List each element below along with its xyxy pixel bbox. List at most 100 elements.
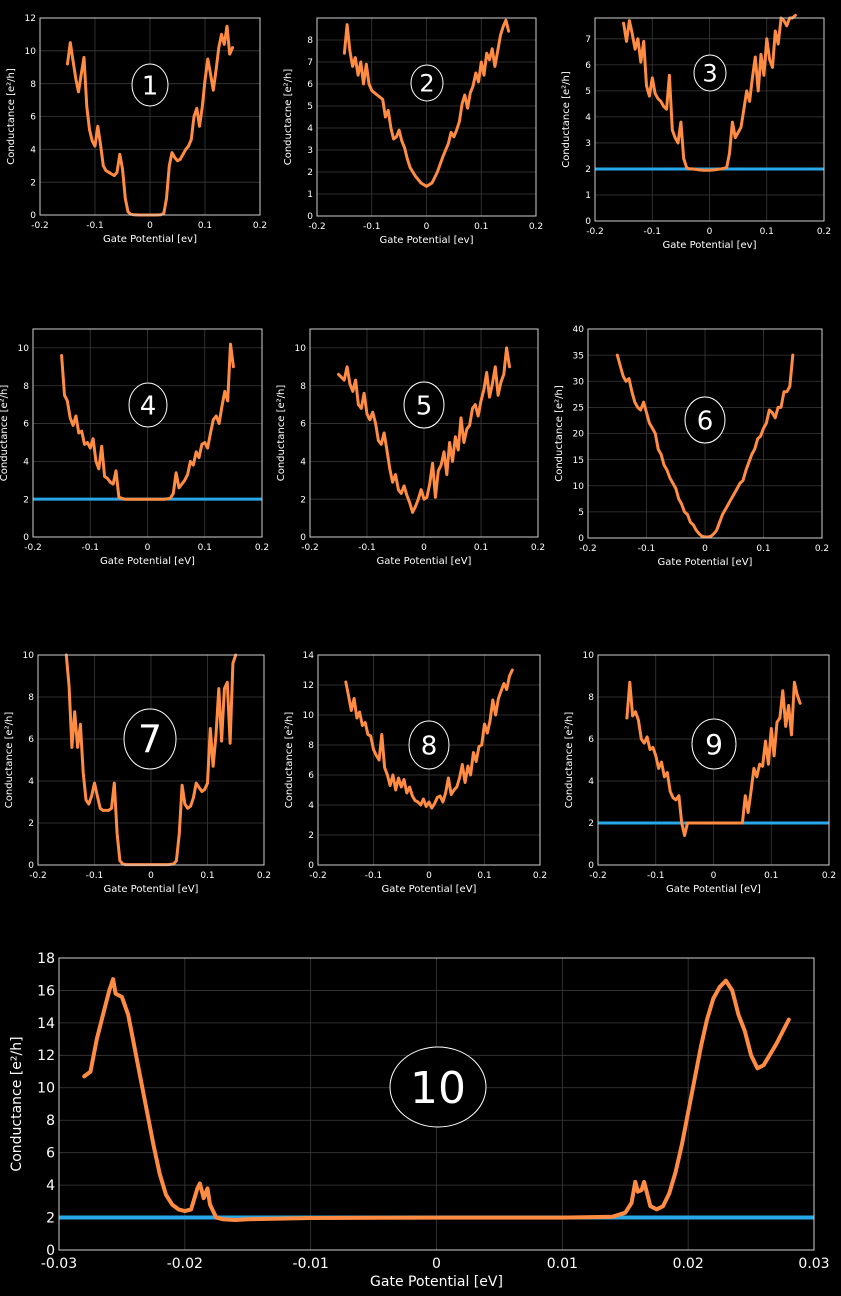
y-axis-label: Conductance [e²/h] <box>284 712 295 809</box>
y-tick-label: 1 <box>585 191 591 201</box>
panel-badge <box>131 63 169 107</box>
y-axis-label: Conductance [e²/h] <box>0 385 10 482</box>
y-tick-label: 4 <box>588 777 594 787</box>
y-tick-label: 40 <box>573 325 585 335</box>
y-tick-label: 2 <box>585 165 591 175</box>
panel-badge <box>389 1046 487 1128</box>
y-axis-label: Conductance [e²/h] <box>564 712 575 809</box>
x-tick-label: -0.2 <box>579 544 597 554</box>
x-tick-label: 0 <box>424 222 430 232</box>
chart-5: -0.2 -0.1 0 0.1 0.2 0 2 4 6 8 10 Gate Potential [eV… <box>276 328 545 567</box>
panel-badge-label: 4 <box>140 391 157 421</box>
x-tick-label: 0.2 <box>529 222 543 232</box>
y-tick-label: 18 <box>37 951 55 967</box>
y-axis-label: Conductance [e²/h] <box>4 712 15 809</box>
panel-badge-label: 9 <box>705 728 723 761</box>
x-tick-label: -0.03 <box>41 1256 77 1272</box>
panel-badge-label: 8 <box>421 731 438 761</box>
y-tick-label: 2 <box>28 819 34 829</box>
panel-badge <box>693 54 727 92</box>
x-tick-label: -0.1 <box>358 543 376 553</box>
y-tick-label: 12 <box>25 14 36 24</box>
x-axis-label: Gate Potential [eV] <box>370 1274 503 1290</box>
plot-frame <box>309 328 539 538</box>
y-tick-label: 10 <box>25 47 37 57</box>
y-tick-label: 8 <box>588 693 594 703</box>
y-tick-label: 0 <box>308 861 314 871</box>
y-tick-label: 6 <box>307 80 313 90</box>
panel-badge-label: 6 <box>697 406 714 436</box>
conductance-curve <box>344 668 514 810</box>
x-tick-label: 0.1 <box>198 221 212 231</box>
y-axis-label: Conductance [e²/h] <box>9 1036 25 1171</box>
chart-7: -0.2 -0.1 0 0.1 0.2 0 2 4 6 8 10 Gate Potential [eV… <box>4 651 271 895</box>
x-tick-label: -0.1 <box>643 227 661 237</box>
x-tick-label: 0.2 <box>253 221 267 231</box>
plot-frame <box>37 654 265 866</box>
y-tick-label: 0 <box>46 1243 55 1259</box>
x-tick-label: -0.2 <box>589 871 607 881</box>
y-tick-label: 10 <box>37 1081 55 1097</box>
x-tick-label: 0.02 <box>673 1256 704 1272</box>
y-tick-label: 3 <box>585 139 591 149</box>
conductance-curve <box>60 342 235 501</box>
x-tick-label: -0.1 <box>647 871 665 881</box>
y-tick-label: 0 <box>300 533 306 543</box>
y-tick-label: 6 <box>308 771 314 781</box>
panel-badge-label: 10 <box>410 1063 466 1114</box>
y-tick-label: 30 <box>573 377 585 387</box>
y-tick-label: 2 <box>308 831 314 841</box>
x-tick-label: 0.2 <box>822 871 836 881</box>
y-tick-label: 0 <box>588 861 594 871</box>
plot-frame <box>317 654 541 866</box>
x-axis-label: Gate Potential [eV] <box>658 557 753 568</box>
conductance-curve <box>625 680 802 838</box>
conductance-curve <box>82 977 791 1222</box>
y-tick-label: 4 <box>307 124 313 134</box>
x-axis-label: Gate Potential [ev] <box>380 235 474 246</box>
x-tick-label: 0 <box>707 227 713 237</box>
y-tick-label: 4 <box>30 145 36 155</box>
x-tick-label: 0 <box>148 871 154 881</box>
x-tick-label: 0.2 <box>257 871 271 881</box>
y-tick-label: 10 <box>295 344 307 354</box>
x-tick-label: 0.1 <box>474 543 488 553</box>
y-tick-label: 0 <box>578 534 584 544</box>
chart-9: -0.2 -0.1 0 0.1 0.2 0 2 4 6 8 10 Gate Potential [eV… <box>564 651 836 895</box>
x-tick-label: -0.2 <box>31 221 49 231</box>
panel-badge <box>684 396 726 444</box>
y-axis-label: Conductance [e²/h] <box>561 71 572 168</box>
y-tick-label: 8 <box>308 741 314 751</box>
x-tick-label: 0.1 <box>756 544 770 554</box>
y-tick-label: 8 <box>30 80 36 90</box>
x-tick-label: 0 <box>145 543 151 553</box>
x-tick-label: 0 <box>702 544 708 554</box>
x-tick-label: 0.01 <box>547 1256 578 1272</box>
y-axis-label: Conductance [e²/h] <box>276 385 287 482</box>
x-tick-label: 0.2 <box>533 871 547 881</box>
y-tick-label: 12 <box>303 681 314 691</box>
y-axis-label: Conductance [e²/h] <box>554 385 565 482</box>
panel-badge <box>403 381 445 429</box>
y-tick-label: 4 <box>300 458 306 468</box>
y-tick-label: 8 <box>300 382 306 392</box>
x-tick-label: 0.1 <box>764 871 778 881</box>
chart-1: -0.2 -0.1 0 0.1 0.2 0 2 4 6 8 10 12 Gate Potential [… <box>6 14 267 245</box>
y-tick-label: 6 <box>46 1146 55 1162</box>
y-tick-label: 7 <box>585 35 591 45</box>
x-tick-label: -0.2 <box>308 222 326 232</box>
y-tick-label: 2 <box>46 1210 55 1226</box>
y-tick-label: 3 <box>307 146 313 156</box>
panel-badge-label: 7 <box>138 718 162 762</box>
panel-badge <box>123 708 177 770</box>
conductance-curve <box>337 346 511 514</box>
y-tick-label: 6 <box>588 735 594 745</box>
x-axis-label: Gate Potential [eV] <box>100 556 195 567</box>
x-tick-label: -0.2 <box>29 871 47 881</box>
y-tick-label: 6 <box>585 61 591 71</box>
x-axis-label: Gate Potential [ev] <box>103 234 197 245</box>
panel-badge-label: 1 <box>142 71 159 101</box>
y-tick-label: 8 <box>28 693 34 703</box>
x-tick-label: -0.2 <box>301 543 319 553</box>
